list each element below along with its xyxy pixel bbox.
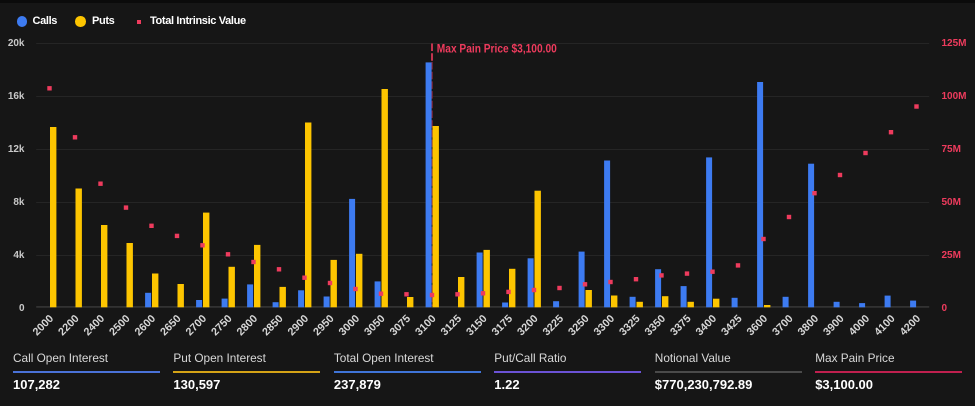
svg-text:2800: 2800 (235, 313, 260, 338)
svg-text:2700: 2700 (184, 313, 209, 338)
svg-text:3900: 3900 (821, 313, 846, 338)
svg-text:3050: 3050 (362, 313, 387, 338)
svg-text:3600: 3600 (745, 313, 770, 338)
svg-text:12k: 12k (8, 144, 25, 155)
svg-text:2600: 2600 (133, 313, 158, 338)
svg-text:3225: 3225 (541, 313, 566, 338)
svg-text:2950: 2950 (311, 313, 336, 338)
svg-text:3425: 3425 (719, 313, 744, 338)
svg-text:75M: 75M (942, 144, 961, 155)
svg-text:3000: 3000 (337, 313, 362, 338)
svg-text:2650: 2650 (158, 313, 183, 338)
svg-text:0: 0 (942, 303, 948, 314)
svg-text:4100: 4100 (872, 313, 897, 338)
svg-text:3700: 3700 (770, 313, 795, 338)
svg-text:3800: 3800 (796, 313, 821, 338)
svg-text:3100: 3100 (413, 313, 438, 338)
svg-text:2000: 2000 (31, 313, 56, 338)
svg-text:125M: 125M (942, 38, 967, 49)
svg-text:3250: 3250 (566, 313, 591, 338)
svg-text:2400: 2400 (82, 313, 107, 338)
svg-text:4200: 4200 (898, 313, 923, 338)
svg-text:0: 0 (19, 303, 25, 314)
svg-text:3150: 3150 (464, 313, 489, 338)
svg-text:3125: 3125 (439, 313, 464, 338)
svg-text:16k: 16k (8, 91, 25, 102)
svg-text:2200: 2200 (56, 313, 81, 338)
svg-text:100M: 100M (942, 91, 967, 102)
svg-text:50M: 50M (942, 197, 961, 208)
svg-text:3175: 3175 (490, 313, 515, 338)
svg-text:3325: 3325 (617, 313, 642, 338)
svg-text:3350: 3350 (643, 313, 668, 338)
svg-text:20k: 20k (8, 38, 25, 49)
svg-text:2500: 2500 (107, 313, 132, 338)
svg-text:3375: 3375 (668, 313, 693, 338)
svg-text:4000: 4000 (847, 313, 872, 338)
svg-text:3300: 3300 (592, 313, 617, 338)
svg-text:4k: 4k (13, 250, 25, 261)
svg-text:2850: 2850 (260, 313, 285, 338)
svg-text:3075: 3075 (388, 313, 413, 338)
svg-text:Max Pain Price $3,100.00: Max Pain Price $3,100.00 (437, 42, 557, 56)
svg-text:3400: 3400 (694, 313, 719, 338)
svg-text:2900: 2900 (286, 313, 311, 338)
svg-text:25M: 25M (942, 250, 961, 261)
svg-text:8k: 8k (13, 197, 25, 208)
svg-text:3200: 3200 (515, 313, 540, 338)
svg-text:2750: 2750 (209, 313, 234, 338)
